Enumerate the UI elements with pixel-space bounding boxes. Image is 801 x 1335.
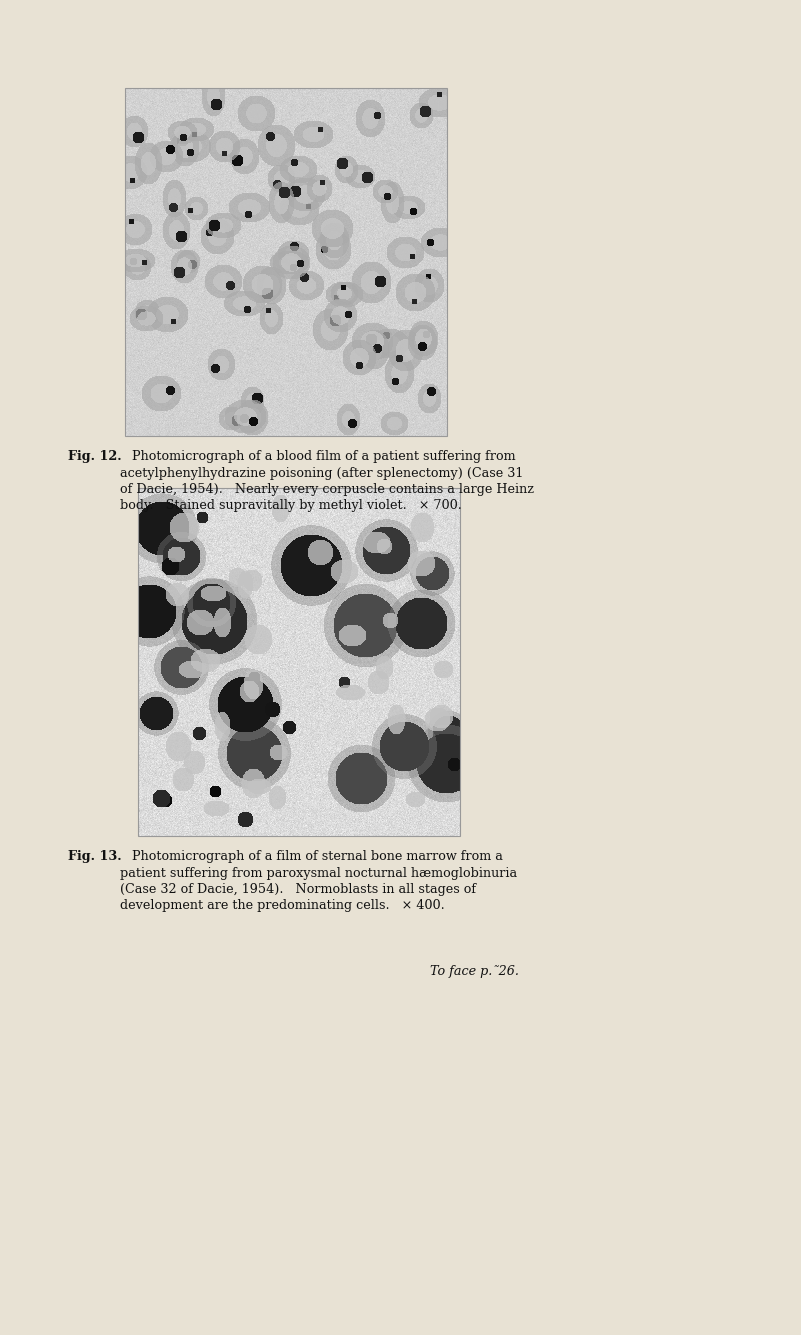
Text: To face p.˜26.: To face p.˜26. [430, 965, 519, 979]
Bar [138, 489, 460, 836]
Text: Fig. 13.: Fig. 13. [68, 850, 122, 862]
Text: Fig. 12.: Fig. 12. [68, 450, 122, 463]
Text: Photomicrograph of a film of sternal bone marrow from a
patient suffering from p: Photomicrograph of a film of sternal bon… [120, 850, 517, 913]
Bar [125, 88, 447, 437]
Text: Photomicrograph of a blood film of a patient suffering from
acetylphenylhydrazin: Photomicrograph of a blood film of a pat… [120, 450, 534, 513]
